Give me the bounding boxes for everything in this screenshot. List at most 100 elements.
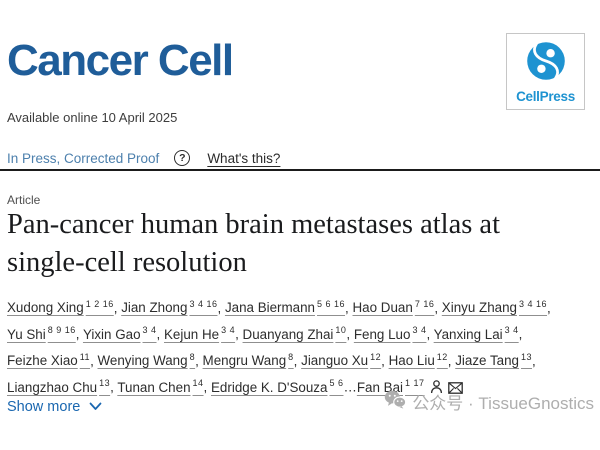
author-separator: , [156, 326, 164, 342]
author-separator: , [90, 353, 98, 369]
author-link[interactable]: Jianguo Xu 12 [301, 352, 381, 369]
author-link[interactable]: Jiaze Tang 13 [455, 351, 533, 369]
author-affiliations: 8 [189, 351, 196, 362]
author-link[interactable]: Jian Zhong 3 4 16 [121, 299, 218, 316]
title-line-2: single-cell resolution [7, 247, 247, 278]
author-link[interactable]: Kejun He 3 4 [163, 325, 236, 342]
author-name: Jiaze Tang [455, 353, 520, 369]
journal-logo[interactable]: Cancer Cell [7, 36, 234, 85]
author-separator: , [217, 300, 225, 316]
whats-this-link[interactable]: What's this? [207, 150, 281, 166]
in-press-status-label: In Press, Corrected Proof [7, 150, 160, 166]
author-separator: , [532, 353, 536, 369]
article-type-label: Article [7, 193, 41, 207]
author-separator: , [547, 300, 551, 316]
chevron-down-icon [89, 399, 102, 415]
author-affiliations: 3 4 [504, 325, 519, 336]
author-affiliations: 13 [99, 378, 111, 389]
wechat-icon [384, 390, 407, 414]
author-name: Edridge K. D'Souza [211, 379, 328, 395]
author-name: Duanyang Zhai [242, 326, 334, 342]
author-name: Jian Zhong [121, 300, 188, 316]
author-separator: , [447, 353, 456, 369]
author-link[interactable]: Yixin Gao 3 4 [82, 325, 157, 342]
author-link[interactable]: Feng Luo 3 4 [353, 325, 427, 342]
author-affiliations: 5 6 [329, 378, 344, 389]
show-more-label: Show more [7, 399, 81, 415]
author-profile-icon[interactable] [430, 380, 443, 397]
author-separator: , [113, 300, 122, 316]
author-link[interactable]: Yu Shi 8 9 16 [7, 325, 76, 342]
author-affiliations: 3 4 [412, 325, 427, 336]
cellpress-mark-icon [524, 39, 568, 88]
author-name: Xudong Xing [7, 300, 84, 316]
author-link[interactable]: Tunan Chen 14 [117, 378, 204, 395]
author-link[interactable]: Jana Biermann 5 6 16 [225, 299, 346, 315]
author-name: Yanxing Lai [433, 326, 503, 342]
author-name: Kejun He [163, 326, 220, 342]
article-title: Pan-cancer human brain metastases atlas … [7, 206, 597, 282]
author-separator: , [345, 300, 353, 316]
author-affiliations: 10 [335, 325, 347, 336]
author-affiliations: 3 4 [221, 325, 236, 336]
author-affiliations: 3 4 16 [189, 299, 218, 309]
author-affiliations: 8 9 16 [47, 325, 76, 336]
author-affiliations: 11 [79, 351, 91, 362]
author-name: Hao Duan [352, 300, 413, 316]
status-row: In Press, Corrected Proof ? What's this? [7, 148, 280, 168]
author-name: Mengru Wang [202, 353, 287, 369]
author-link[interactable]: Xinyu Zhang 3 4 16 [441, 299, 548, 316]
author-affiliations: 3 4 [142, 325, 157, 336]
ellipsis: … [343, 379, 357, 395]
available-online-date: Available online 10 April 2025 [7, 110, 178, 125]
author-separator: , [293, 353, 302, 369]
author-separator: , [346, 326, 354, 342]
author-affiliations: 12 [436, 351, 448, 362]
cellpress-logo-text: CellPress [516, 89, 575, 104]
show-more-button[interactable]: Show more [7, 399, 102, 415]
author-line: Xudong Xing 1 2 16, Jian Zhong 3 4 16, Jan… [7, 293, 597, 319]
author-affiliations: 5 6 16 [317, 299, 346, 309]
watermark: 公众号 · TissueGnostics [384, 389, 594, 414]
author-affiliations: 7 16 [414, 299, 435, 309]
author-name: Tunan Chen [117, 379, 191, 395]
author-separator: , [381, 353, 389, 369]
author-link[interactable]: Yanxing Lai 3 4 [433, 325, 519, 342]
author-affiliations: 3 4 16 [518, 299, 548, 309]
author-name: Wenying Wang [97, 353, 188, 369]
author-link[interactable]: Feizhe Xiao 11 [7, 351, 91, 369]
author-separator: , [235, 326, 243, 342]
author-link[interactable]: Edridge K. D'Souza 5 6 [211, 378, 344, 395]
author-name: Xinyu Zhang [441, 300, 517, 316]
author-name: Jianguo Xu [301, 353, 369, 369]
author-affiliations: 13 [521, 351, 533, 362]
author-separator: , [426, 326, 434, 342]
author-link[interactable]: Mengru Wang 8 [202, 351, 294, 369]
author-separator: , [203, 379, 211, 395]
author-link[interactable]: Hao Liu 12 [388, 351, 448, 369]
author-name: Hao Liu [388, 353, 435, 369]
question-mark-icon[interactable]: ? [174, 150, 191, 166]
author-affiliations: 8 [288, 351, 294, 362]
author-name: Yixin Gao [82, 326, 141, 342]
author-separator: , [518, 326, 523, 342]
author-line: Yu Shi 8 9 16, Yixin Gao 3 4, Kejun He 3 4,… [7, 319, 597, 345]
author-separator: , [75, 326, 83, 342]
watermark-text: 公众号 · TissueGnostics [412, 394, 594, 413]
author-link[interactable]: Duanyang Zhai 10 [242, 325, 347, 342]
author-link[interactable]: Hao Duan 7 16 [352, 299, 435, 316]
author-name: Feizhe Xiao [7, 353, 78, 369]
author-link[interactable]: Liangzhao Chu 13 [7, 378, 111, 395]
author-name: Yu Shi [7, 326, 46, 342]
author-separator: , [110, 379, 118, 395]
author-separator: , [434, 300, 442, 316]
email-author-icon[interactable] [447, 382, 463, 397]
cellpress-logo[interactable]: CellPress [506, 33, 585, 110]
author-affiliations: 14 [192, 378, 204, 389]
title-line-1: Pan-cancer human brain metastases atlas … [7, 209, 501, 240]
author-name: Liangzhao Chu [7, 379, 98, 395]
author-name: Feng Luo [353, 326, 411, 342]
author-link[interactable]: Xudong Xing 1 2 16 [7, 299, 114, 316]
author-link[interactable]: Wenying Wang 8 [97, 351, 196, 369]
